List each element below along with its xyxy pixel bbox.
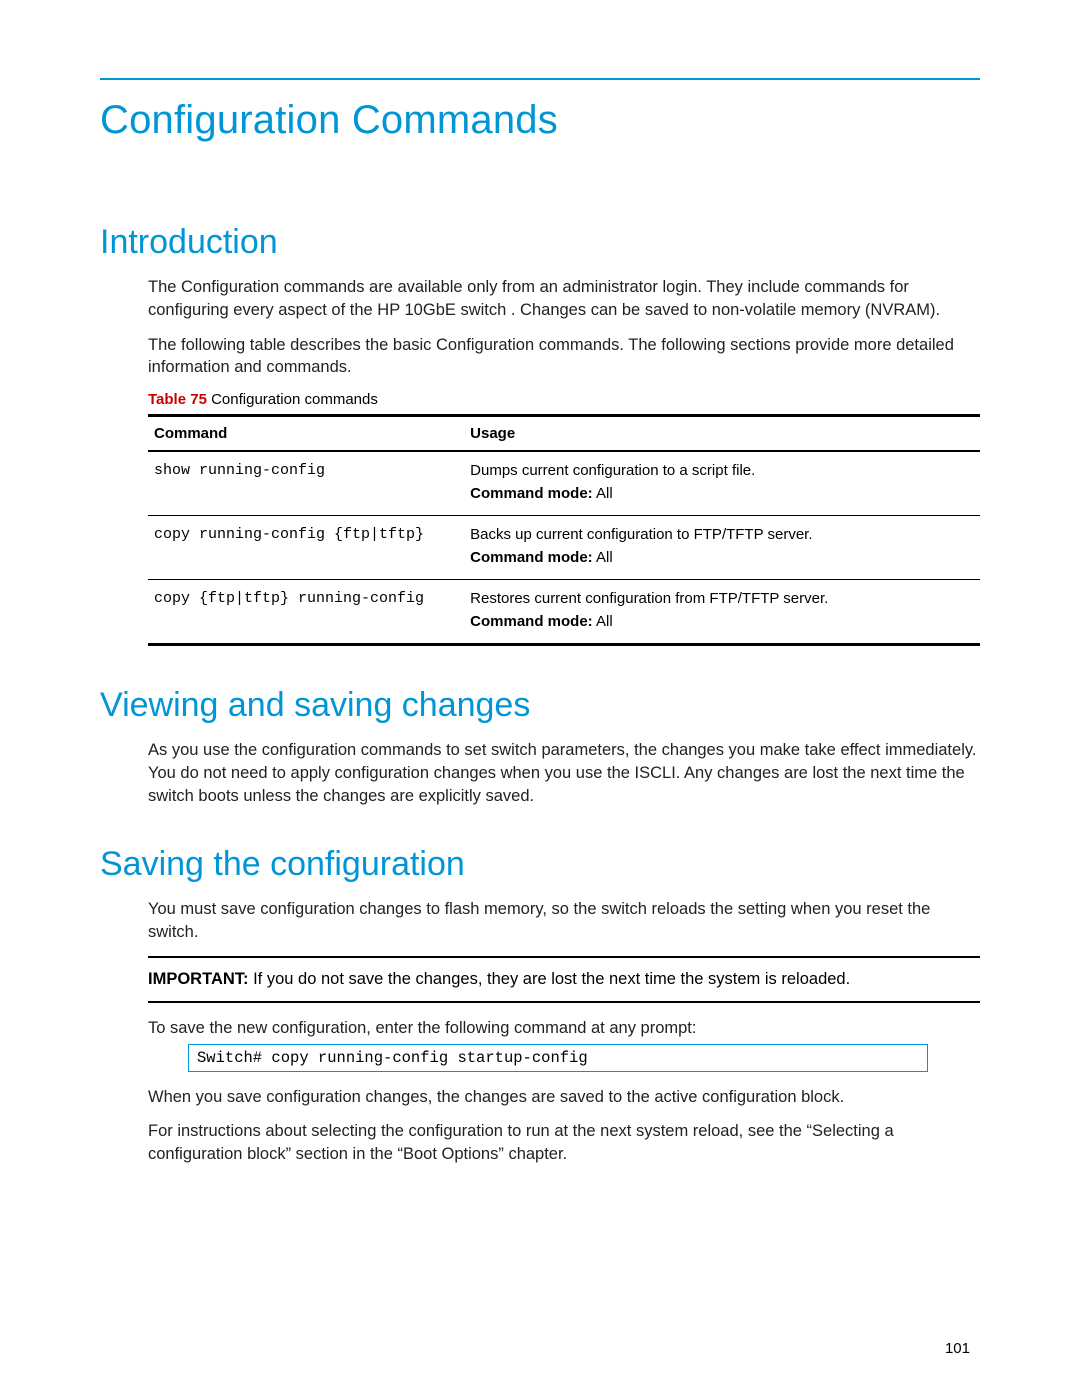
table-header-command: Command: [148, 416, 464, 452]
usage-cell: Dumps current configuration to a script …: [464, 451, 980, 516]
table-header-usage: Usage: [464, 416, 980, 452]
table-caption-label: Table 75: [148, 391, 207, 408]
command-mode-value: All: [593, 549, 613, 566]
table-header-row: Command Usage: [148, 416, 980, 452]
command-mode-value: All: [593, 485, 613, 502]
usage-cell: Restores current configuration from FTP/…: [464, 580, 980, 645]
section-heading-introduction: Introduction: [100, 223, 980, 262]
section-heading-viewing: Viewing and saving changes: [100, 686, 980, 725]
table-caption-text: Configuration commands: [207, 391, 378, 408]
saving-paragraph-3: When you save configuration changes, the…: [148, 1086, 980, 1109]
usage-cell: Backs up current configuration to FTP/TF…: [464, 516, 980, 580]
command-cell: copy {ftp|tftp} running-config: [148, 580, 464, 645]
page-number: 101: [945, 1340, 970, 1357]
command-cell: show running-config: [148, 451, 464, 516]
command-cell: copy running-config {ftp|tftp}: [148, 516, 464, 580]
document-page: Configuration Commands Introduction The …: [0, 0, 1080, 1238]
usage-text: Dumps current configuration to a script …: [470, 462, 755, 479]
usage-text: Restores current configuration from FTP/…: [470, 590, 828, 607]
command-mode-label: Command mode:: [470, 613, 593, 630]
intro-paragraph-2: The following table describes the basic …: [148, 334, 980, 380]
saving-paragraph-2: To save the new configuration, enter the…: [148, 1017, 980, 1040]
important-label: IMPORTANT:: [148, 970, 249, 988]
header-rule: [100, 78, 980, 80]
viewing-paragraph-1: As you use the configuration commands to…: [148, 739, 980, 807]
page-title: Configuration Commands: [100, 98, 980, 143]
code-example-box: Switch# copy running-config startup-conf…: [188, 1044, 928, 1072]
table-row: show running-config Dumps current config…: [148, 451, 980, 516]
command-mode-label: Command mode:: [470, 485, 593, 502]
table-row: copy {ftp|tftp} running-config Restores …: [148, 580, 980, 645]
table-row: copy running-config {ftp|tftp} Backs up …: [148, 516, 980, 580]
section-heading-saving: Saving the configuration: [100, 845, 980, 884]
saving-paragraph-1: You must save configuration changes to f…: [148, 898, 980, 944]
configuration-commands-table: Command Usage show running-config Dumps …: [148, 414, 980, 646]
spacer: [100, 819, 980, 845]
command-mode-value: All: [593, 613, 613, 630]
table-caption: Table 75 Configuration commands: [148, 391, 980, 408]
command-mode-label: Command mode:: [470, 549, 593, 566]
important-callout: IMPORTANT: If you do not save the change…: [148, 956, 980, 1003]
intro-paragraph-1: The Configuration commands are available…: [148, 276, 980, 322]
usage-text: Backs up current configuration to FTP/TF…: [470, 526, 812, 543]
saving-paragraph-4: For instructions about selecting the con…: [148, 1120, 980, 1166]
important-text: If you do not save the changes, they are…: [249, 970, 851, 988]
